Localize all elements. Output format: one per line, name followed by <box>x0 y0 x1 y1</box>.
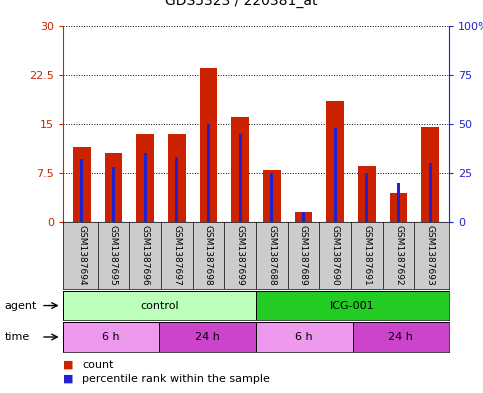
Bar <box>327 101 344 222</box>
Text: GSM1387688: GSM1387688 <box>267 225 276 286</box>
Text: GSM1387694: GSM1387694 <box>77 225 86 286</box>
Text: GSM1387697: GSM1387697 <box>172 225 181 286</box>
Bar <box>263 170 281 222</box>
Bar <box>239 134 242 222</box>
Bar <box>365 173 369 222</box>
Bar <box>105 153 122 222</box>
Bar <box>231 117 249 222</box>
Text: GSM1387696: GSM1387696 <box>141 225 150 286</box>
Text: GSM1387691: GSM1387691 <box>362 225 371 286</box>
Bar <box>256 322 353 352</box>
Bar <box>295 212 312 222</box>
Bar <box>207 124 210 222</box>
Bar <box>143 153 147 222</box>
Bar <box>159 322 256 352</box>
Text: percentile rank within the sample: percentile rank within the sample <box>82 374 270 384</box>
Bar <box>270 173 273 222</box>
Bar <box>80 159 84 222</box>
Bar <box>175 157 178 222</box>
Bar <box>136 134 154 222</box>
Text: agent: agent <box>5 301 37 310</box>
Bar <box>200 68 217 222</box>
Bar <box>256 291 449 320</box>
Text: time: time <box>5 332 30 342</box>
Text: GSM1387692: GSM1387692 <box>394 225 403 286</box>
Bar <box>168 134 185 222</box>
Bar <box>428 163 432 222</box>
Bar <box>112 167 115 222</box>
Text: control: control <box>140 301 179 310</box>
Bar <box>353 322 449 352</box>
Text: ICG-001: ICG-001 <box>330 301 375 310</box>
Text: GSM1387695: GSM1387695 <box>109 225 118 286</box>
Bar <box>358 166 376 222</box>
Text: GSM1387698: GSM1387698 <box>204 225 213 286</box>
Bar <box>390 193 407 222</box>
Bar <box>334 128 337 222</box>
Text: ■: ■ <box>63 374 77 384</box>
Text: count: count <box>82 360 114 370</box>
Bar <box>63 322 159 352</box>
Text: 24 h: 24 h <box>388 332 413 342</box>
Bar <box>302 212 305 222</box>
Text: GSM1387693: GSM1387693 <box>426 225 435 286</box>
Bar <box>63 291 256 320</box>
Text: 6 h: 6 h <box>296 332 313 342</box>
Text: GSM1387699: GSM1387699 <box>236 225 245 286</box>
Text: ■: ■ <box>63 360 77 370</box>
Bar <box>397 183 400 222</box>
Text: GSM1387689: GSM1387689 <box>299 225 308 286</box>
Text: GDS5323 / 220381_at: GDS5323 / 220381_at <box>165 0 318 8</box>
Text: 6 h: 6 h <box>102 332 120 342</box>
Bar <box>73 147 90 222</box>
Text: 24 h: 24 h <box>195 332 220 342</box>
Bar <box>422 127 439 222</box>
Text: GSM1387690: GSM1387690 <box>331 225 340 286</box>
